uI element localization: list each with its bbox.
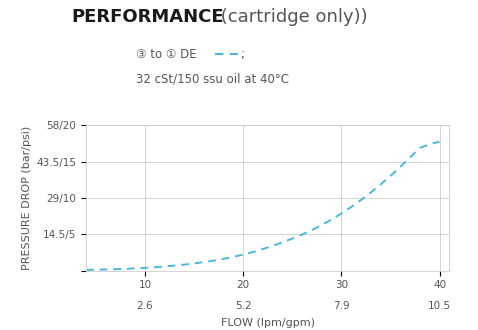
Text: 7.9: 7.9 (333, 301, 349, 311)
Text: 32 cSt/150 ssu oil at 40°C: 32 cSt/150 ssu oil at 40°C (136, 73, 289, 86)
Text: ;: ; (240, 48, 244, 61)
Text: 2.6: 2.6 (137, 301, 153, 311)
Text: ③ to ① DE: ③ to ① DE (136, 48, 197, 61)
Text: (cartridge only)): (cartridge only)) (215, 8, 368, 26)
Text: 5.2: 5.2 (235, 301, 251, 311)
X-axis label: FLOW (lpm/gpm): FLOW (lpm/gpm) (221, 318, 315, 328)
Y-axis label: PRESSURE DROP (bar/psi): PRESSURE DROP (bar/psi) (22, 126, 32, 270)
Text: PERFORMANCE: PERFORMANCE (72, 8, 224, 26)
Text: 10.5: 10.5 (428, 301, 451, 311)
